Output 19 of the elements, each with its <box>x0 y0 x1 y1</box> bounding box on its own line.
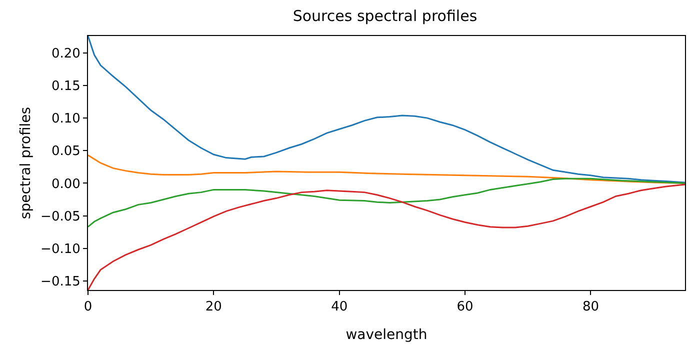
line-series <box>88 178 685 228</box>
line-series <box>88 184 685 290</box>
x-tick-label: 80 <box>582 300 600 315</box>
y-tick-label: 0.00 <box>51 176 80 192</box>
y-tick-label: −0.15 <box>40 274 80 290</box>
x-tick-label: 0 <box>84 300 92 315</box>
y-tick-label: 0.10 <box>51 112 80 127</box>
y-tick-label: 0.15 <box>51 79 80 94</box>
y-tick-label: 0.20 <box>51 46 80 62</box>
x-tick-label: 40 <box>331 300 348 315</box>
y-axis-title: spectral profiles <box>18 106 34 220</box>
x-tick-label: 20 <box>205 300 222 315</box>
y-tick-label: −0.05 <box>40 209 80 224</box>
y-tick-label: −0.10 <box>40 242 80 257</box>
y-tick-label: 0.05 <box>51 144 80 160</box>
x-axis-title: wavelength <box>346 326 428 343</box>
x-tick-label: 60 <box>456 300 474 315</box>
line-series <box>88 36 685 184</box>
chart-title: Sources spectral profiles <box>292 7 478 25</box>
